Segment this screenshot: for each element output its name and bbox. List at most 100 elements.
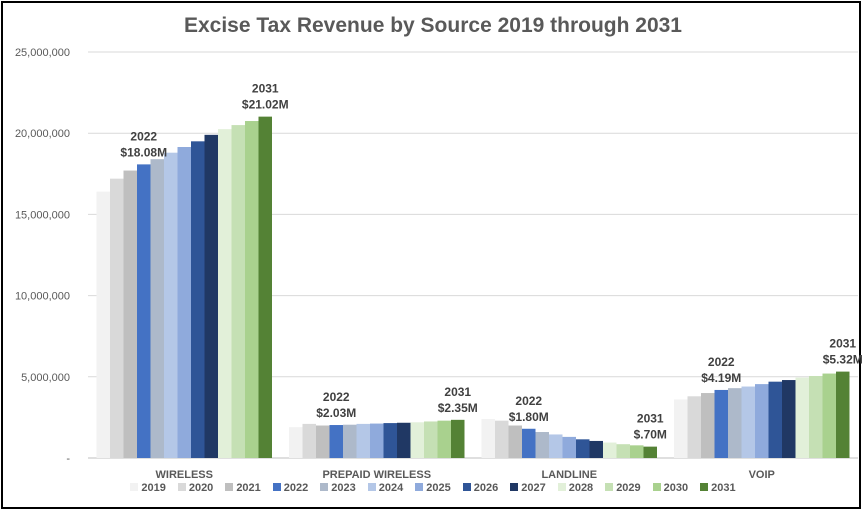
legend-label: 2026 — [473, 482, 499, 494]
x-category-label: LANDLINE — [541, 469, 597, 481]
legend-item: 2022 — [272, 482, 309, 494]
bar-2020-voip — [687, 396, 701, 458]
legend-swatch — [462, 483, 471, 491]
bar-2031-wireless — [258, 116, 272, 459]
legend-swatch — [272, 483, 281, 491]
bar-2025-prepaid-wireless — [370, 423, 384, 458]
legend-swatch — [510, 483, 519, 491]
bar-2029-prepaid-wireless — [424, 421, 438, 458]
legend-swatch — [320, 483, 329, 491]
legend-item: 2024 — [367, 482, 404, 494]
y-tick-label: 5,000,000 — [21, 372, 70, 384]
bar-2023-landline — [535, 432, 549, 458]
legend-swatch — [367, 483, 376, 491]
bar-2031-prepaid-wireless — [451, 419, 465, 458]
bar-2030-prepaid-wireless — [437, 420, 451, 458]
bar-2030-voip — [822, 373, 836, 458]
bar-2023-prepaid-wireless — [343, 424, 357, 458]
legend-label: 2025 — [426, 482, 451, 494]
legend-item: 2025 — [415, 482, 451, 494]
legend-label: 2027 — [521, 482, 546, 494]
legend-label: 2022 — [283, 482, 309, 494]
bar-2026-voip — [768, 381, 782, 458]
legend: 2019 2020 2021 2022 2023 2024 2025 2026 2027 2028… — [0, 482, 866, 494]
legend-item: 2028 — [557, 482, 594, 494]
legend-swatch — [415, 483, 424, 491]
legend-label: 2023 — [331, 482, 356, 494]
bar-2029-voip — [809, 375, 823, 458]
bar-2027-voip — [782, 380, 796, 458]
legend-label: 2021 — [236, 482, 261, 494]
bar-2025-voip — [755, 384, 769, 458]
y-tick-label: 10,000,000 — [15, 291, 70, 303]
bar-2024-landline — [549, 434, 563, 458]
bar-2028-voip — [795, 377, 809, 458]
bar-2024-voip — [741, 386, 755, 458]
bar-2026-landline — [576, 439, 590, 458]
data-label-year: 2031 — [252, 82, 279, 96]
legend-label: 2020 — [188, 482, 214, 494]
legend-item: 2020 — [177, 482, 214, 494]
legend-label: 2029 — [616, 482, 641, 494]
legend-item: 2031 — [700, 482, 736, 494]
bar-2021-landline — [508, 425, 522, 458]
legend-item: 2029 — [605, 482, 641, 494]
bar-2031-voip — [836, 371, 850, 458]
data-label-value: $5.32M — [823, 353, 863, 367]
bar-2025-wireless — [177, 147, 191, 458]
legend-label: 2024 — [378, 482, 404, 494]
bar-2026-wireless — [191, 141, 205, 458]
data-label-year: 2022 — [130, 129, 157, 143]
bar-2029-landline — [616, 444, 630, 458]
bar-2022-landline — [522, 428, 536, 458]
legend-label: 2028 — [568, 482, 594, 494]
bar-2031-landline — [643, 446, 657, 458]
legend-swatch — [225, 483, 234, 491]
y-tick-label: 20,000,000 — [15, 128, 70, 140]
bar-2030-wireless — [245, 121, 259, 459]
bar-2022-wireless — [137, 164, 151, 458]
bar-2021-voip — [701, 393, 715, 458]
legend-swatch — [605, 483, 614, 491]
legend-swatch — [130, 483, 139, 491]
legend-swatch — [700, 483, 709, 491]
data-label-year: 2022 — [323, 390, 350, 404]
data-label-year: 2022 — [515, 394, 542, 408]
data-label-value: $.70M — [634, 428, 667, 442]
legend-item: 2026 — [462, 482, 499, 494]
data-label-value: $2.35M — [438, 401, 478, 415]
bar-2020-prepaid-wireless — [302, 423, 316, 458]
data-label-value: $21.02M — [242, 98, 289, 112]
bar-2019-voip — [674, 399, 688, 458]
bar-2026-prepaid-wireless — [383, 423, 397, 458]
legend-label: 2030 — [663, 482, 689, 494]
bar-2027-landline — [589, 440, 603, 458]
data-label-year: 2022 — [708, 355, 735, 369]
y-tick-label: 15,000,000 — [15, 209, 70, 221]
bar-2021-prepaid-wireless — [316, 425, 330, 458]
legend-swatch — [652, 483, 661, 491]
bar-2024-wireless — [164, 152, 178, 459]
bar-2021-wireless — [123, 170, 137, 458]
data-label-value: $2.03M — [316, 406, 356, 420]
bar-2025-landline — [562, 436, 576, 458]
bar-2019-prepaid-wireless — [289, 427, 303, 458]
data-label-value: $18.08M — [120, 145, 167, 159]
chart-title: Excise Tax Revenue by Source 2019 throug… — [183, 14, 682, 37]
bar-2023-voip — [728, 388, 742, 458]
data-label-year: 2031 — [637, 412, 664, 426]
data-label-year: 2031 — [444, 385, 471, 399]
y-tick-label: - — [66, 453, 70, 465]
y-tick-label: 25,000,000 — [15, 47, 70, 59]
legend-item: 2027 — [510, 482, 546, 494]
bar-2030-landline — [630, 445, 644, 458]
bar-2019-landline — [481, 419, 495, 458]
bar-2020-wireless — [110, 178, 124, 458]
legend-label: 2031 — [711, 482, 736, 494]
legend-swatch — [177, 483, 186, 491]
bar-2020-landline — [495, 420, 509, 458]
bar-2022-prepaid-wireless — [329, 425, 343, 458]
